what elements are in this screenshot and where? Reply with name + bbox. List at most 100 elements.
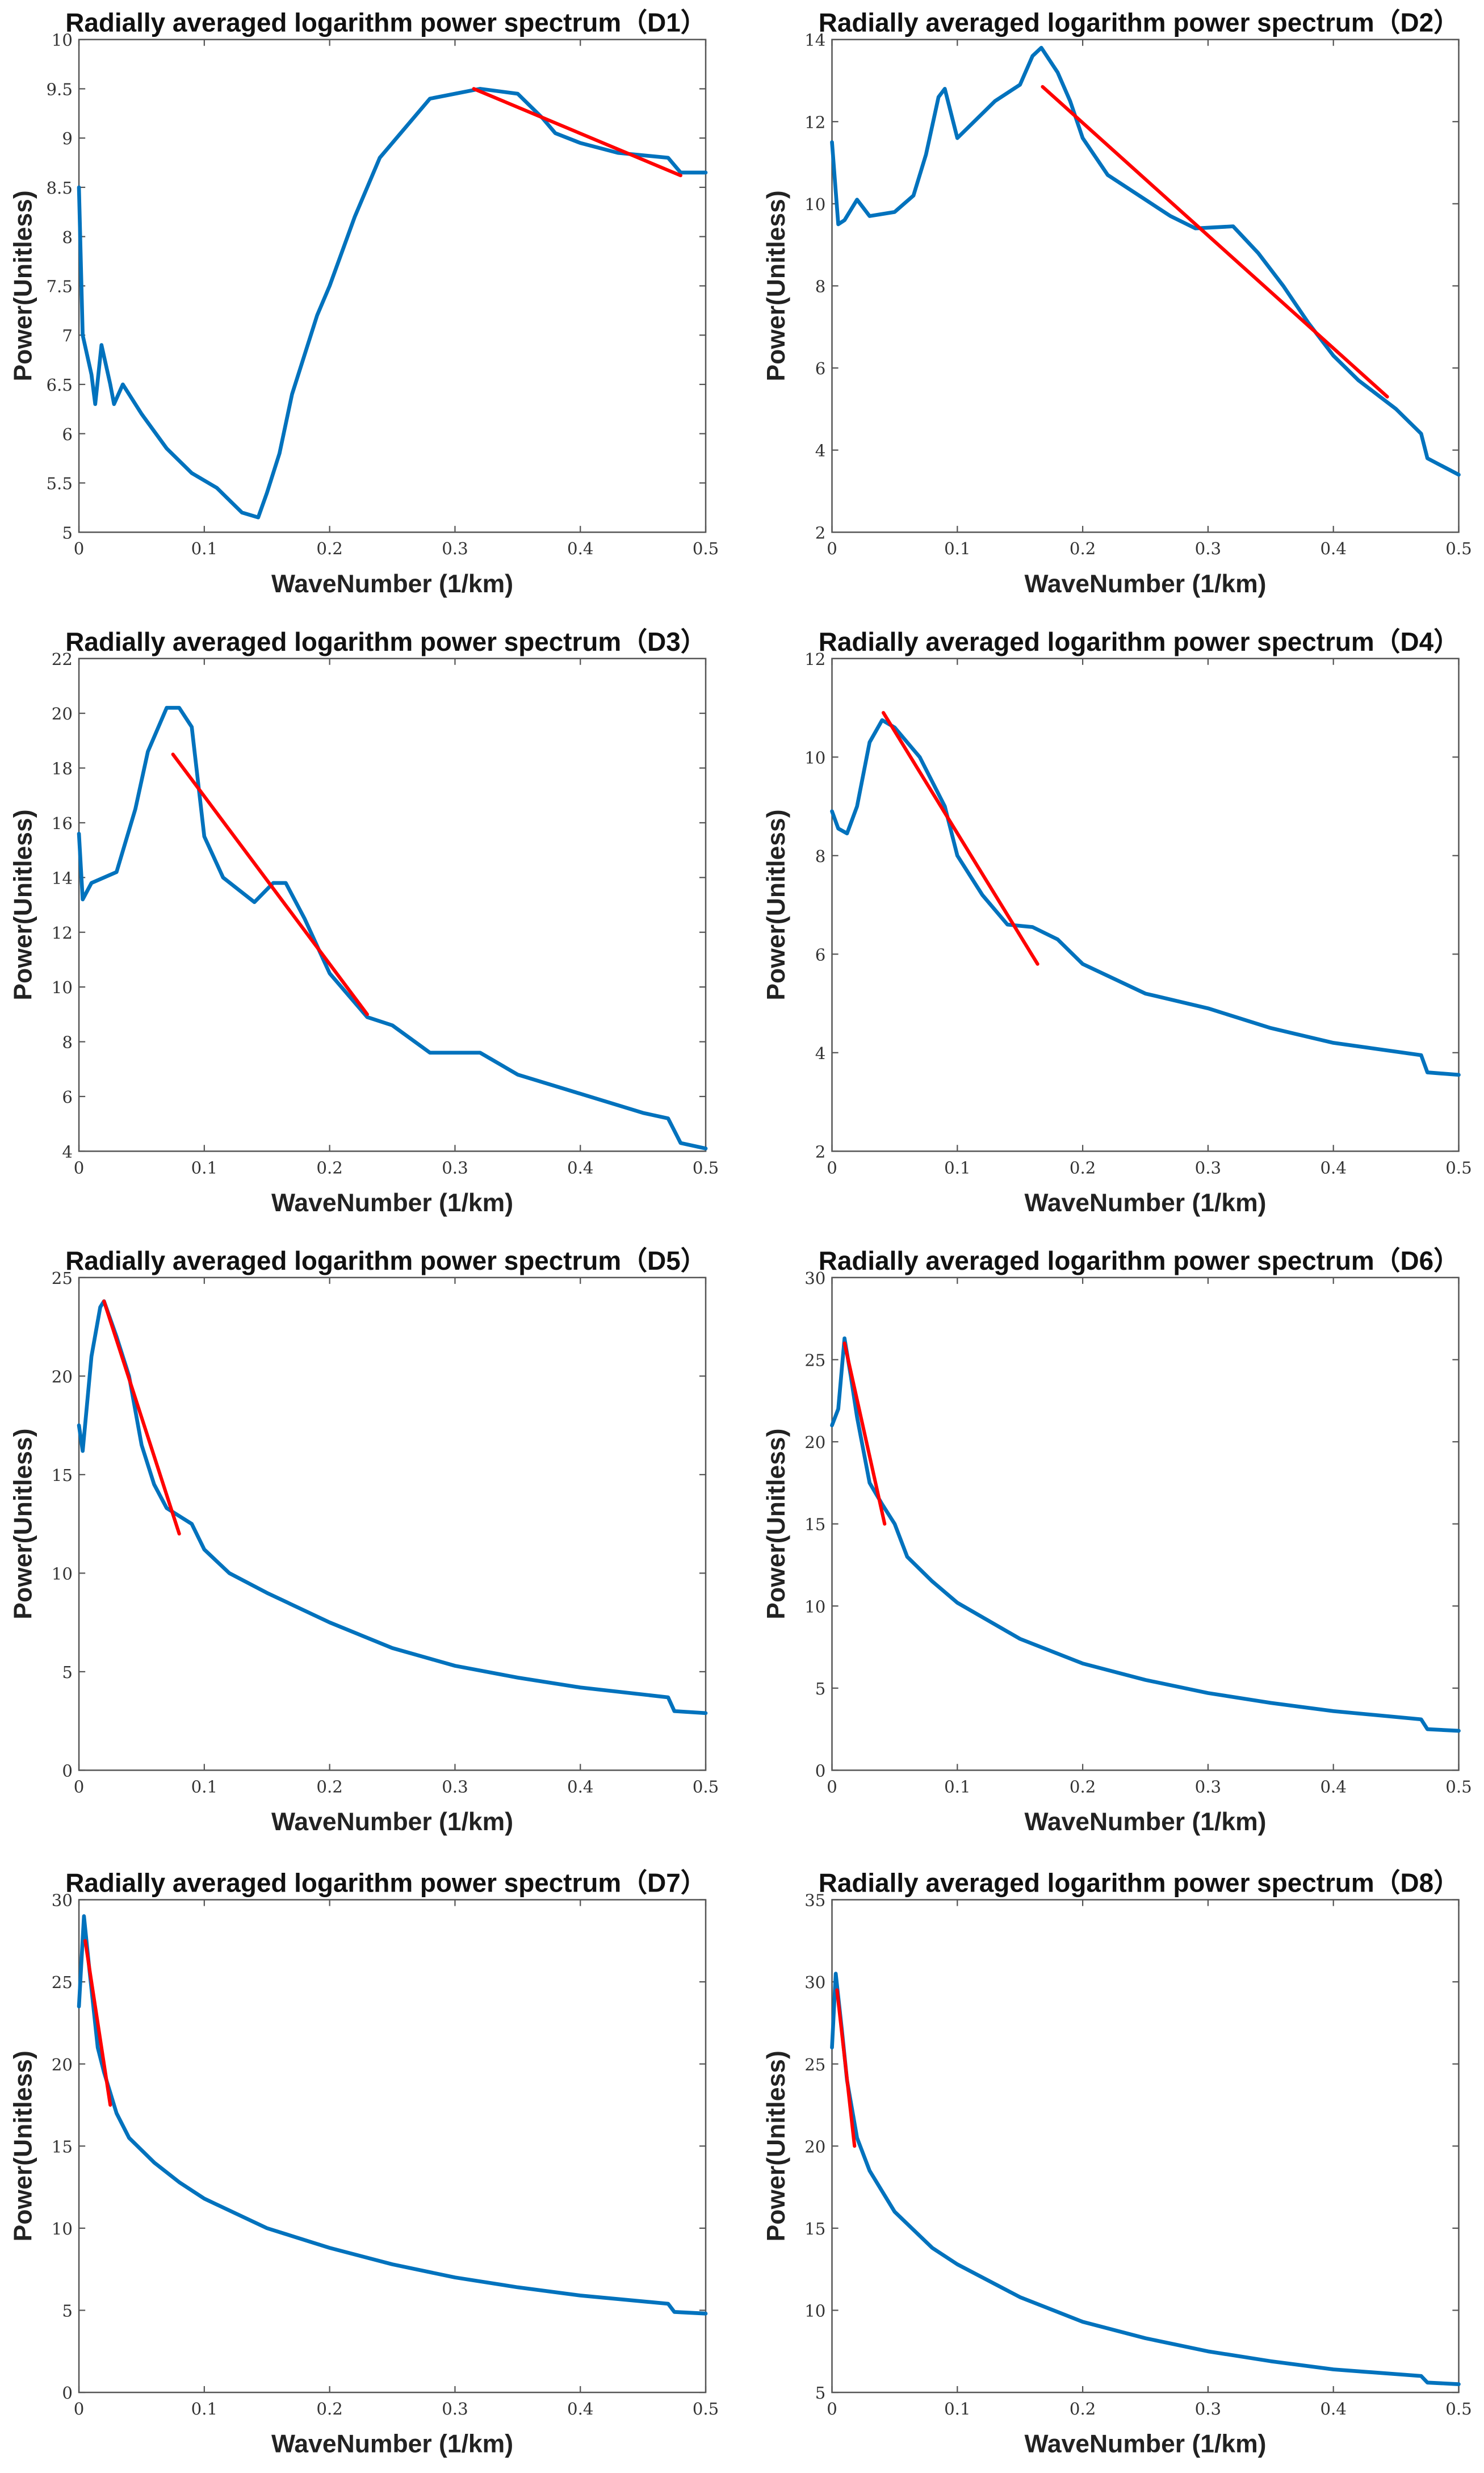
x-axis-label: WaveNumber (1/km) (1024, 2430, 1266, 2458)
chart-title: Radially averaged logarithm power spectr… (819, 8, 1460, 37)
y-tick-label: 5 (815, 2383, 826, 2403)
y-axis-label: Power(Unitless) (762, 809, 790, 1000)
y-tick-label: 15 (804, 1515, 825, 1534)
plot-frame (78, 1899, 707, 2394)
y-tick-label: 5 (815, 1679, 826, 1698)
x-tick-label: 0.3 (1195, 1158, 1221, 1177)
x-tick-label: 0.1 (944, 1158, 970, 1177)
x-tick-label: 0.1 (191, 2399, 217, 2418)
y-tick-label: 10 (52, 1564, 73, 1584)
x-tick-label: 0.5 (1445, 1158, 1472, 1177)
x-tick-label: 0.3 (442, 539, 468, 558)
y-tick-label: 10 (804, 2302, 825, 2321)
y-tick-label: 10 (52, 978, 73, 997)
chart-panel-5: Radially averaged logarithm power spectr… (10, 1246, 719, 1836)
fit-line (881, 711, 1039, 966)
y-axis-label: Power(Unitless) (10, 809, 37, 1000)
x-tick-label: 0.4 (1320, 539, 1346, 558)
y-tick-label: 2 (815, 1142, 826, 1161)
x-tick-label: 0.3 (1195, 539, 1221, 558)
chart-title: Radially averaged logarithm power spectr… (65, 1246, 706, 1275)
x-tick-label: 0.4 (567, 1158, 593, 1177)
x-tick-label: 0.5 (693, 1777, 719, 1796)
y-tick-label: 25 (804, 2055, 825, 2074)
x-tick-label: 0.1 (191, 1158, 217, 1177)
y-tick-label: 15 (804, 2219, 825, 2238)
fit-line (1041, 85, 1389, 399)
y-tick-label: 15 (52, 1466, 73, 1485)
x-tick-label: 0.2 (316, 1158, 342, 1177)
x-tick-label: 0.2 (1070, 1158, 1096, 1177)
fit-line (472, 87, 682, 178)
x-tick-label: 0.4 (1320, 2399, 1346, 2418)
plot-frame (831, 1899, 1460, 2394)
y-tick-label: 12 (804, 650, 825, 669)
chart-panel-2: Radially averaged logarithm power spectr… (762, 8, 1472, 598)
y-tick-label: 20 (804, 1433, 825, 1452)
x-tick-label: 0.4 (567, 1777, 593, 1796)
y-tick-label: 9 (62, 129, 73, 148)
y-axis-label: Power(Unitless) (10, 190, 37, 381)
y-tick-label: 20 (52, 704, 73, 723)
chart-title: Radially averaged logarithm power spectr… (65, 8, 706, 37)
plot-frame (78, 658, 707, 1152)
fit-line (83, 1939, 112, 2107)
x-tick-label: 0 (74, 1777, 85, 1796)
x-tick-label: 0.5 (1445, 539, 1472, 558)
x-tick-label: 0.2 (1070, 1777, 1096, 1796)
y-tick-label: 9.5 (46, 80, 72, 99)
y-tick-label: 7.5 (46, 277, 72, 296)
x-axis-label: WaveNumber (1/km) (271, 2430, 513, 2458)
x-tick-label: 0.1 (944, 1777, 970, 1796)
y-tick-label: 10 (52, 2219, 73, 2238)
y-tick-label: 4 (815, 441, 826, 461)
x-tick-label: 0.1 (191, 539, 217, 558)
y-axis-label: Power(Unitless) (762, 1429, 790, 1620)
y-axis-label: Power(Unitless) (762, 2051, 790, 2241)
y-tick-label: 8 (815, 277, 826, 296)
x-tick-label: 0.5 (693, 539, 719, 558)
x-tick-label: 0.2 (316, 2399, 342, 2418)
plot-frame (831, 658, 1460, 1152)
x-tick-label: 0.2 (316, 539, 342, 558)
spectrum-line (77, 1914, 708, 2316)
x-tick-label: 0.5 (693, 1158, 719, 1177)
y-tick-label: 15 (52, 2137, 73, 2156)
y-tick-label: 25 (804, 1351, 825, 1370)
x-tick-label: 0.5 (693, 2399, 719, 2418)
x-tick-label: 0.2 (1070, 539, 1096, 558)
x-tick-label: 0 (74, 539, 85, 558)
y-tick-label: 18 (52, 759, 73, 779)
x-axis-label: WaveNumber (1/km) (1024, 570, 1266, 598)
x-axis-label: WaveNumber (1/km) (1024, 1189, 1266, 1217)
plot-frame (831, 39, 1460, 533)
y-tick-label: 14 (804, 31, 825, 50)
spectrum-line (830, 45, 1461, 477)
x-tick-label: 0.4 (1320, 1777, 1346, 1796)
fit-line (842, 1341, 887, 1526)
x-tick-label: 0.4 (1320, 1158, 1346, 1177)
plot-frame (831, 1277, 1460, 1771)
y-axis-label: Power(Unitless) (10, 1429, 37, 1620)
y-tick-label: 5 (62, 523, 73, 542)
chart-title: Radially averaged logarithm power spectr… (819, 1868, 1460, 1898)
y-tick-label: 6 (815, 359, 826, 378)
y-tick-label: 8 (62, 228, 73, 247)
chart-title: Radially averaged logarithm power spectr… (819, 1246, 1460, 1275)
fit-line (835, 1988, 857, 2148)
y-tick-label: 20 (804, 2137, 825, 2156)
chart-panel-6: Radially averaged logarithm power spectr… (762, 1246, 1472, 1836)
x-tick-label: 0.4 (567, 539, 593, 558)
y-tick-label: 10 (52, 31, 73, 50)
x-tick-label: 0.5 (1445, 1777, 1472, 1796)
x-axis-label: WaveNumber (1/km) (271, 1808, 513, 1836)
chart-panel-4: Radially averaged logarithm power spectr… (762, 627, 1472, 1217)
x-tick-label: 0.4 (567, 2399, 593, 2418)
y-tick-label: 16 (52, 814, 73, 833)
y-tick-label: 5.5 (46, 474, 72, 493)
x-tick-label: 0 (74, 1158, 85, 1177)
y-tick-label: 8 (62, 1033, 73, 1052)
chart-panel-1: Radially averaged logarithm power spectr… (10, 8, 719, 598)
y-tick-label: 7 (62, 326, 73, 345)
chart-panel-7: Radially averaged logarithm power spectr… (10, 1868, 719, 2458)
